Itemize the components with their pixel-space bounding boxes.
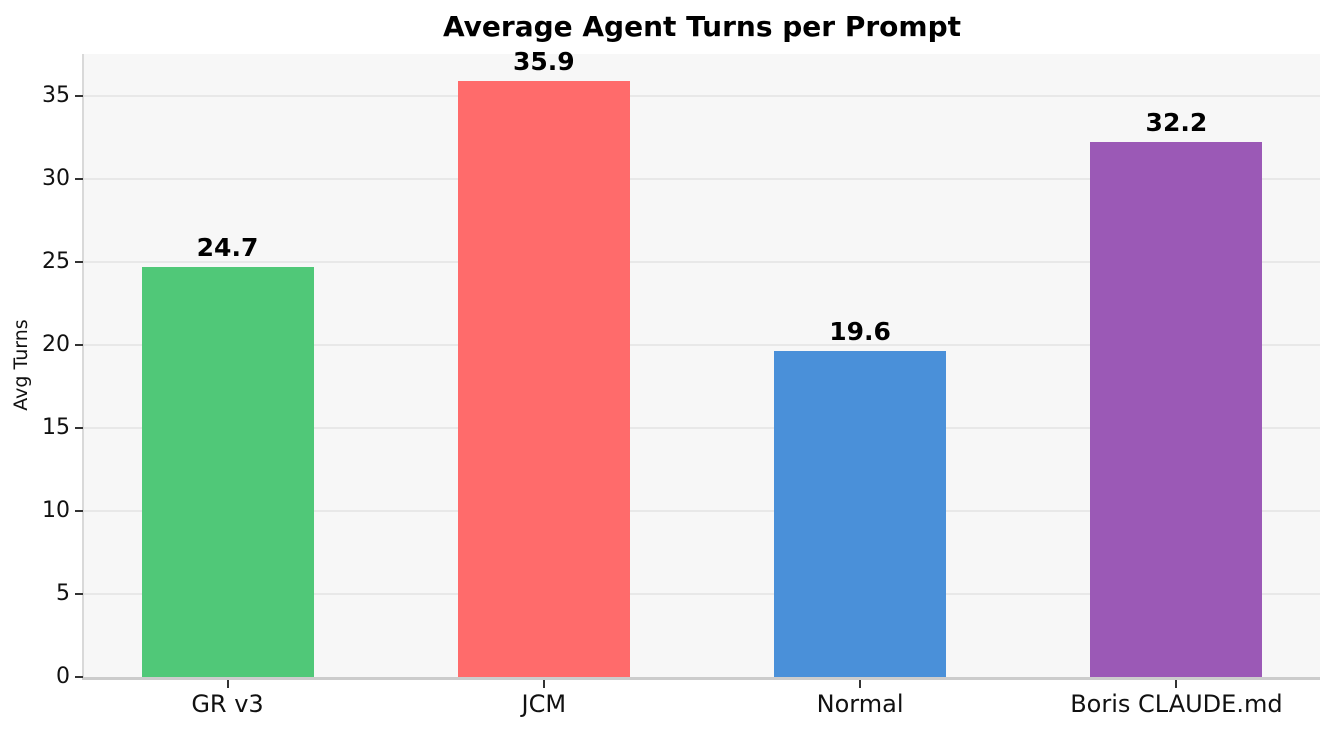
x-tick-label-jcm: JCM — [521, 690, 567, 718]
y-tick-label: 15 — [42, 414, 70, 440]
y-tick-label: 20 — [42, 331, 70, 357]
y-tick-mark — [75, 509, 83, 512]
x-tick-mark — [542, 680, 545, 688]
x-tick-mark — [859, 680, 862, 688]
value-label-jcm: 35.9 — [512, 46, 575, 76]
y-tick-mark — [75, 177, 83, 180]
y-tick-mark — [75, 343, 83, 346]
bar-gr-v3 — [141, 266, 314, 677]
gridline — [84, 343, 1320, 346]
bar-boris-claude-md — [1090, 142, 1263, 677]
x-tick-mark — [1175, 680, 1178, 688]
y-tick-mark — [75, 426, 83, 429]
x-tick-label-gr-v3: GR v3 — [191, 690, 264, 718]
gridline — [84, 94, 1320, 97]
y-tick-mark — [75, 592, 83, 595]
y-tick-mark — [75, 676, 83, 678]
y-tick-mark — [75, 94, 83, 97]
x-tick-label-normal: Normal — [816, 690, 904, 718]
y-tick-label: 30 — [42, 165, 70, 191]
plot-area — [84, 54, 1320, 677]
y-tick-label: 5 — [56, 580, 70, 606]
gridline — [84, 260, 1320, 263]
value-label-normal: 19.6 — [829, 317, 891, 347]
gridline — [84, 426, 1320, 429]
y-tick-label: 10 — [42, 497, 70, 523]
y-tick-label: 25 — [42, 248, 70, 274]
y-tick-label: 0 — [56, 664, 70, 689]
chart-title: Average Agent Turns per Prompt — [442, 10, 962, 43]
gridline — [84, 509, 1320, 512]
value-label-gr-v3: 24.7 — [196, 232, 259, 262]
x-axis-spine — [82, 677, 1320, 680]
bar-normal — [774, 351, 947, 677]
y-tick-label: 35 — [42, 82, 70, 108]
x-tick-label-boris-claude-md: Boris CLAUDE.md — [1070, 690, 1283, 718]
y-tick-mark — [75, 260, 83, 263]
y-axis-spine — [82, 54, 84, 680]
x-tick-mark — [226, 680, 229, 688]
bar-jcm — [457, 80, 630, 677]
gridline — [84, 177, 1320, 180]
value-label-boris-claude-md: 32.2 — [1145, 108, 1208, 138]
gridline — [84, 592, 1320, 595]
